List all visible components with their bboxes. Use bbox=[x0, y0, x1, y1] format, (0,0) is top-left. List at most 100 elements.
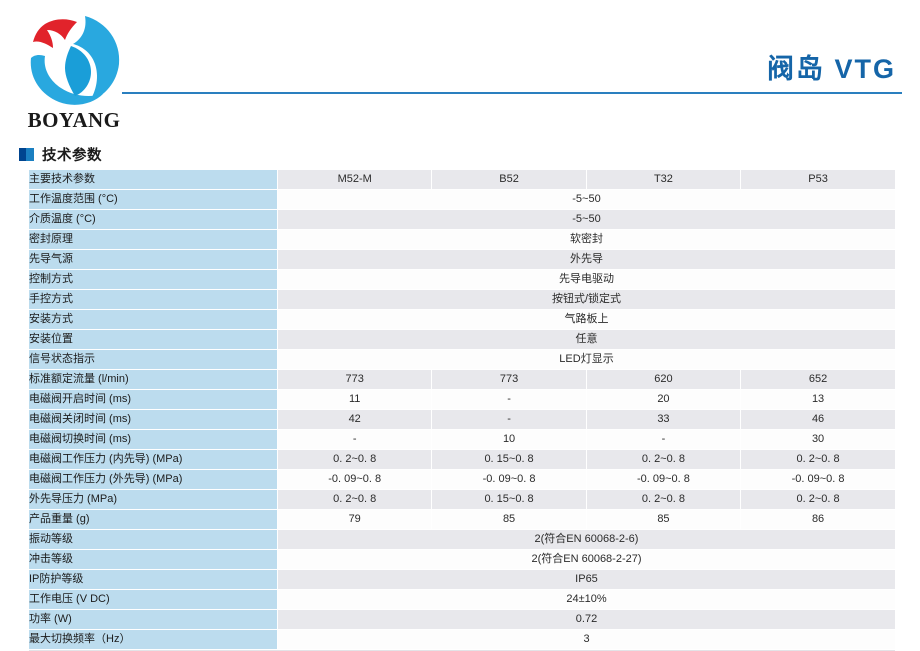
row-value-4: 46 bbox=[740, 409, 895, 430]
row-label: 振动等级 bbox=[29, 529, 278, 550]
column-header-2: B52 bbox=[431, 169, 587, 190]
row-value-merged: 2(符合EN 60068-2-27) bbox=[277, 549, 895, 570]
row-label: 冲击等级 bbox=[29, 549, 278, 570]
column-header-3: T32 bbox=[586, 169, 742, 190]
row-value-3: 620 bbox=[586, 369, 742, 390]
row-label: 先导气源 bbox=[29, 249, 278, 270]
table-row: 电磁阀工作压力 (内先导) (MPa) 0. 2~0. 8 0. 15~0. 8 0.… bbox=[29, 449, 895, 470]
row-value-4: -0. 09~0. 8 bbox=[740, 469, 895, 490]
boyang-circular-emblem-icon bbox=[25, 12, 123, 106]
table-row: 安装方式 气路板上 bbox=[29, 309, 895, 330]
table-row: 手控方式 按钮式/锁定式 bbox=[29, 289, 895, 310]
row-value-1: 0. 2~0. 8 bbox=[277, 489, 433, 510]
row-value-2: 0. 15~0. 8 bbox=[431, 449, 587, 470]
row-value-merged: -5~50 bbox=[277, 209, 895, 230]
row-value-1: 773 bbox=[277, 369, 433, 390]
table-row: 工作温度范围 (°C) -5~50 bbox=[29, 189, 895, 210]
row-value-4: 30 bbox=[740, 429, 895, 450]
row-value-merged: 0.72 bbox=[277, 609, 895, 630]
column-header-4: P53 bbox=[740, 169, 895, 190]
row-label: 介质温度 (°C) bbox=[29, 209, 278, 230]
row-value-4: 13 bbox=[740, 389, 895, 410]
row-value-4: 86 bbox=[740, 509, 895, 530]
row-label: IP防护等级 bbox=[29, 569, 278, 590]
table-row: 最大切换频率（Hz） 3 bbox=[29, 629, 895, 650]
row-label: 电磁阀关闭时间 (ms) bbox=[29, 409, 278, 430]
table-row: 电磁阀开启时间 (ms) 11-20 13 bbox=[29, 389, 895, 410]
row-value-merged: 按钮式/锁定式 bbox=[277, 289, 895, 310]
row-value-3: 0. 2~0. 8 bbox=[586, 489, 742, 510]
row-label: 信号状态指示 bbox=[29, 349, 278, 370]
section-title: 技术参数 bbox=[42, 148, 102, 164]
row-value-2: - bbox=[431, 409, 587, 430]
table-row: 振动等级 2(符合EN 60068-2-6) bbox=[29, 529, 895, 550]
table-header-row: 主要技术参数 M52-M B52 T32 P53 bbox=[29, 169, 895, 190]
row-value-2: - bbox=[431, 389, 587, 410]
table-row: 电磁阀切换时间 (ms) -10-30 bbox=[29, 429, 895, 450]
brand-block: BOYANG bbox=[14, 12, 134, 133]
row-value-2: 773 bbox=[431, 369, 587, 390]
row-value-merged: 气路板上 bbox=[277, 309, 895, 330]
column-header-1: M52-M bbox=[277, 169, 433, 190]
page-title: 阀岛 VTG bbox=[766, 54, 896, 84]
section-marker-icon bbox=[18, 147, 35, 162]
row-value-4: 0. 2~0. 8 bbox=[740, 449, 895, 470]
row-value-2: -0. 09~0. 8 bbox=[431, 469, 587, 490]
row-value-merged: 软密封 bbox=[277, 229, 895, 250]
row-label: 安装方式 bbox=[29, 309, 278, 330]
table-row: 密封原理 软密封 bbox=[29, 229, 895, 250]
title-area: 阀岛 VTG bbox=[122, 54, 902, 94]
row-value-merged: 2(符合EN 60068-2-6) bbox=[277, 529, 895, 550]
row-value-merged: IP65 bbox=[277, 569, 895, 590]
table-row: 功率 (W) 0.72 bbox=[29, 609, 895, 630]
row-value-3: 33 bbox=[586, 409, 742, 430]
row-label: 最大切换频率（Hz） bbox=[29, 629, 278, 650]
title-divider bbox=[122, 91, 902, 94]
row-value-4: 652 bbox=[740, 369, 895, 390]
row-label: 密封原理 bbox=[29, 229, 278, 250]
row-label: 功率 (W) bbox=[29, 609, 278, 630]
row-label: 手控方式 bbox=[29, 289, 278, 310]
row-value-merged: 外先导 bbox=[277, 249, 895, 270]
row-value-3: 20 bbox=[586, 389, 742, 410]
table-row: 电磁阀工作压力 (外先导) (MPa) -0. 09~0. 8 -0. 09~0. … bbox=[29, 469, 895, 490]
row-label: 工作温度范围 (°C) bbox=[29, 189, 278, 210]
row-label: 控制方式 bbox=[29, 269, 278, 290]
brand-wordmark: BOYANG bbox=[27, 108, 121, 132]
row-value-1: - bbox=[277, 429, 433, 450]
table-label-header: 主要技术参数 bbox=[29, 169, 278, 190]
row-label: 电磁阀开启时间 (ms) bbox=[29, 389, 278, 410]
section-heading: 技术参数 bbox=[18, 144, 102, 165]
row-label: 外先导压力 (MPa) bbox=[29, 489, 278, 510]
row-value-3: - bbox=[586, 429, 742, 450]
spec-table-wrapper: 主要技术参数 M52-M B52 T32 P53 工作温度范围 (°C) -5~50 介质温度… bbox=[29, 169, 895, 651]
row-value-3: 85 bbox=[586, 509, 742, 530]
table-row: 先导气源 外先导 bbox=[29, 249, 895, 270]
row-value-merged: 24±10% bbox=[277, 589, 895, 610]
table-row: 工作电压 (V DC) 24±10% bbox=[29, 589, 895, 610]
page-header: BOYANG 阀岛 VTG 技术参数 bbox=[0, 0, 920, 164]
table-row: 控制方式 先导电驱动 bbox=[29, 269, 895, 290]
table-row: 电磁阀关闭时间 (ms) 42-33 46 bbox=[29, 409, 895, 430]
technical-spec-table: 主要技术参数 M52-M B52 T32 P53 工作温度范围 (°C) -5~50 介质温度… bbox=[29, 169, 895, 650]
row-value-1: 11 bbox=[277, 389, 433, 410]
table-row: 介质温度 (°C) -5~50 bbox=[29, 209, 895, 230]
row-value-merged: 先导电驱动 bbox=[277, 269, 895, 290]
row-value-3: 0. 2~0. 8 bbox=[586, 449, 742, 470]
table-row: 产品重量 (g) 79 85 85 86 bbox=[29, 509, 895, 530]
row-label: 电磁阀工作压力 (外先导) (MPa) bbox=[29, 469, 278, 490]
row-label: 工作电压 (V DC) bbox=[29, 589, 278, 610]
row-label: 电磁阀切换时间 (ms) bbox=[29, 429, 278, 450]
row-value-4: 0. 2~0. 8 bbox=[740, 489, 895, 510]
row-value-1: 42 bbox=[277, 409, 433, 430]
row-value-1: 79 bbox=[277, 509, 433, 530]
row-value-merged: LED灯显示 bbox=[277, 349, 895, 370]
table-row: 安装位置 任意 bbox=[29, 329, 895, 350]
row-value-merged: 3 bbox=[277, 629, 895, 650]
row-value-merged: -5~50 bbox=[277, 189, 895, 210]
row-label: 安装位置 bbox=[29, 329, 278, 350]
row-value-2: 0. 15~0. 8 bbox=[431, 489, 587, 510]
table-row: IP防护等级 IP65 bbox=[29, 569, 895, 590]
row-value-2: 10 bbox=[431, 429, 587, 450]
